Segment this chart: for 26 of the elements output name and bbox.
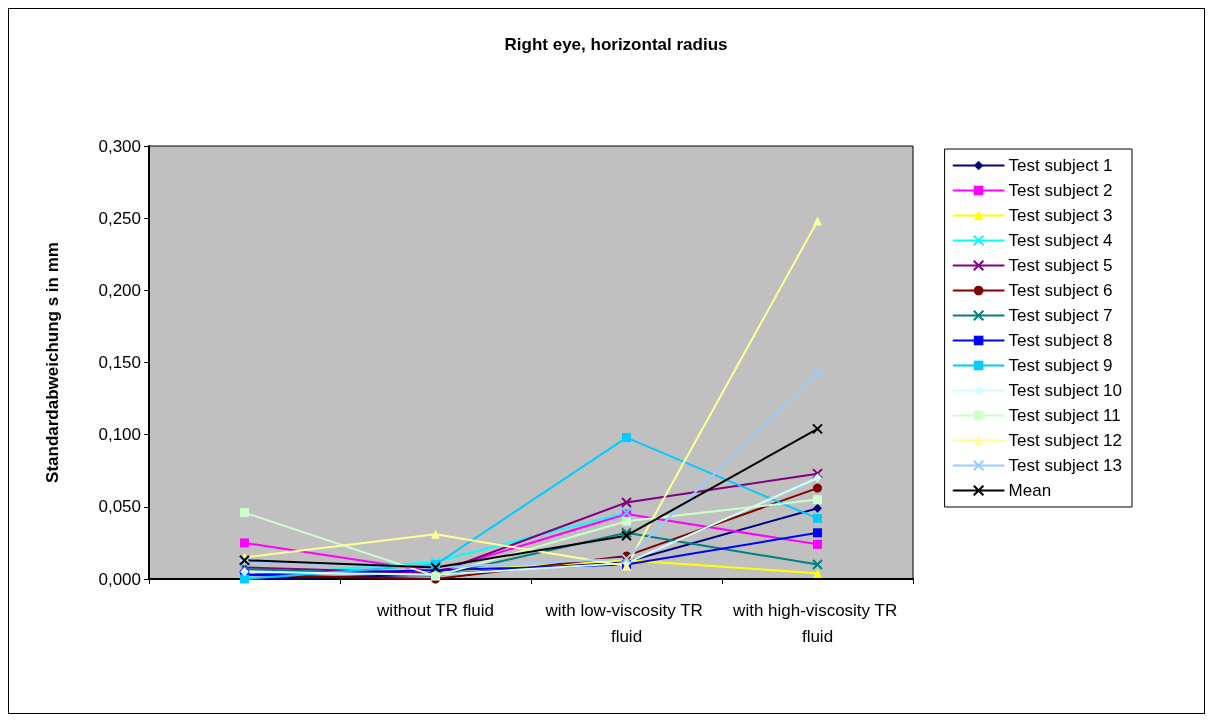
legend-label: Test subject 13 [1008,456,1123,475]
y-tick-label: 0,150 [98,353,141,372]
legend-label: Mean [1008,481,1052,500]
y-tick-label: 0,200 [98,280,141,300]
x-tick-label: with high-viscosity TR fluid [732,600,902,646]
legend-label: Test subject 10 [1008,381,1123,400]
y-tick-label: 0,100 [98,425,141,445]
y-axis-title: Standardabweichung s in mm [43,242,62,483]
x-tick-label: without TR fluid [376,600,494,620]
y-tick-label: 0,050 [98,497,141,517]
legend-label: Test subject 3 [1008,206,1113,225]
y-tick-label: 0,000 [98,569,141,589]
legend-label: Test subject 7 [1008,306,1113,325]
legend-label: Test subject 9 [1008,356,1113,375]
legend-label: Test subject 1 [1008,156,1113,175]
legend-label: Test subject 8 [1008,331,1113,350]
legend-label: Test subject 2 [1008,181,1113,200]
y-tick-label: 0,300 [98,136,141,156]
legend-label: Test subject 4 [1008,231,1113,250]
x-tick-label: with low-viscosity TR fluid [544,600,708,646]
chart-title: Right eye, horizontal radius [504,35,728,54]
y-tick-label: 0,250 [98,208,141,228]
legend-label: Test subject 5 [1008,256,1113,275]
legend-label: Test subject 11 [1008,406,1121,425]
legend-label: Test subject 12 [1008,431,1123,450]
legend-label: Test subject 6 [1008,281,1113,300]
